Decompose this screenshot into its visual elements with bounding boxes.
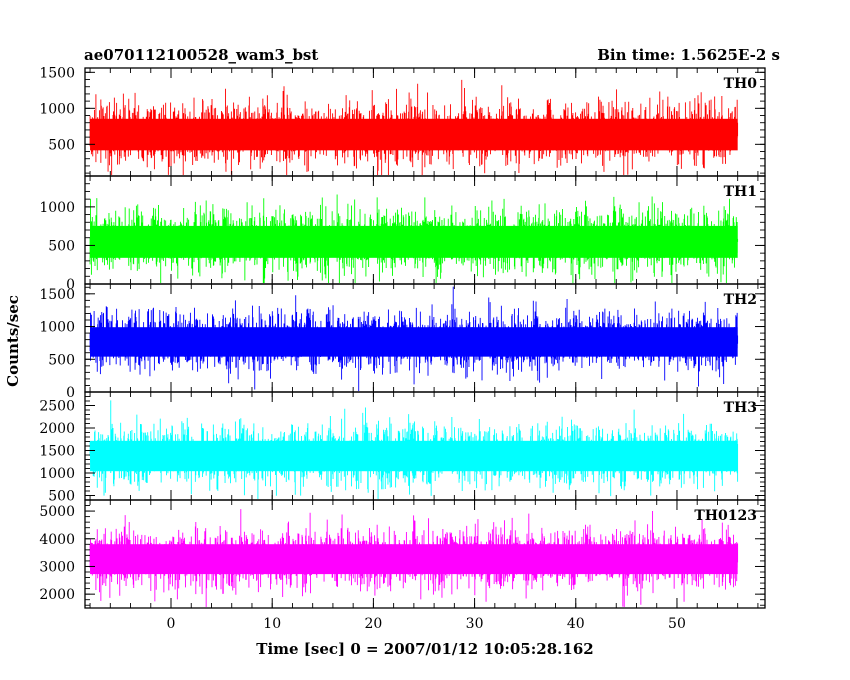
panel-label-th3: TH3 xyxy=(724,400,757,416)
y-tick-label: 2000 xyxy=(39,587,75,603)
y-tick-label: 1000 xyxy=(39,466,75,482)
y-tick-label: 2000 xyxy=(39,421,75,437)
y-tick-label: 5000 xyxy=(39,504,75,520)
y-tick-label: 0 xyxy=(66,385,75,401)
x-tick-label: 0 xyxy=(167,616,176,632)
x-tick-label: 30 xyxy=(466,616,484,632)
panel-label-th1: TH1 xyxy=(724,184,757,200)
y-tick-label: 2500 xyxy=(39,399,75,415)
y-tick-label: 3000 xyxy=(39,559,75,575)
series-band-th0 xyxy=(90,118,738,151)
x-tick-label: 20 xyxy=(364,616,382,632)
panel-th1: 0 500 1000 TH1 xyxy=(39,175,766,293)
x-tick-label: 10 xyxy=(263,616,281,632)
y-tick-label: 0 xyxy=(66,277,75,293)
y-tick-label: 1500 xyxy=(39,287,75,303)
panel-frame xyxy=(84,499,766,609)
panel-label-th2: TH2 xyxy=(724,292,757,308)
y-tick-label: 1000 xyxy=(39,200,75,216)
x-axis-label: Time [sec] 0 = 2007/01/12 10:05:28.162 xyxy=(256,640,593,658)
series-band-th2 xyxy=(90,327,738,357)
y-axis-label: Counts/sec xyxy=(4,295,22,387)
y-tick-label: 1000 xyxy=(39,101,75,117)
chart-title-left: ae070112100528_wam3_bst xyxy=(84,46,318,64)
y-tick-label: 500 xyxy=(48,352,75,368)
panel-label-th0123: TH0123 xyxy=(694,508,757,524)
x-tick-label: 50 xyxy=(668,616,686,632)
y-tick-label: 500 xyxy=(48,489,75,505)
series-band-th1 xyxy=(90,225,738,258)
y-tick-label: 4000 xyxy=(39,532,75,548)
panel-th2: 0 500 1000 1500 TH2 xyxy=(39,283,766,401)
series-band-th0123 xyxy=(90,544,738,575)
y-tick-label: 1500 xyxy=(39,444,75,460)
y-tick-label: 1000 xyxy=(39,320,75,336)
y-tick-label: 1500 xyxy=(39,65,75,81)
chart-title-right: Bin time: 1.5625E-2 s xyxy=(597,46,780,64)
panel-th3: 500 1000 1500 2000 2500 TH3 xyxy=(39,391,766,505)
panel-label-th0: TH0 xyxy=(724,76,758,92)
panel-th0123: 2000 3000 4000 5000 TH0123 xyxy=(39,499,766,609)
x-tick-label: 40 xyxy=(567,616,585,632)
series-band-th3 xyxy=(90,440,738,472)
y-tick-label: 500 xyxy=(48,238,75,254)
y-tick-label: 500 xyxy=(48,137,75,153)
